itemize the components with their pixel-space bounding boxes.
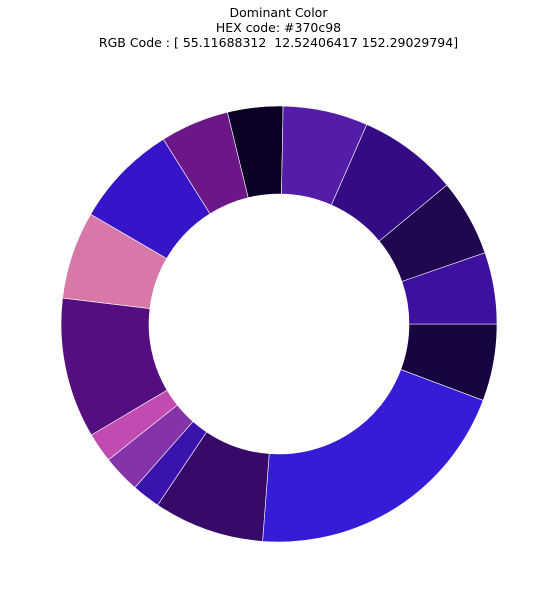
donut-slice-2 bbox=[262, 369, 484, 543]
chart-title-line-1: Dominant Color bbox=[229, 5, 328, 20]
chart-title-line-3: RGB Code : [ 55.11688312 12.52406417 152… bbox=[98, 35, 459, 50]
chart-title-line-2: HEX code: #370c98 bbox=[215, 20, 342, 35]
chart-title: Dominant Color HEX code: #370c98 RGB Cod… bbox=[0, 5, 557, 50]
donut-slice-15 bbox=[401, 252, 498, 325]
